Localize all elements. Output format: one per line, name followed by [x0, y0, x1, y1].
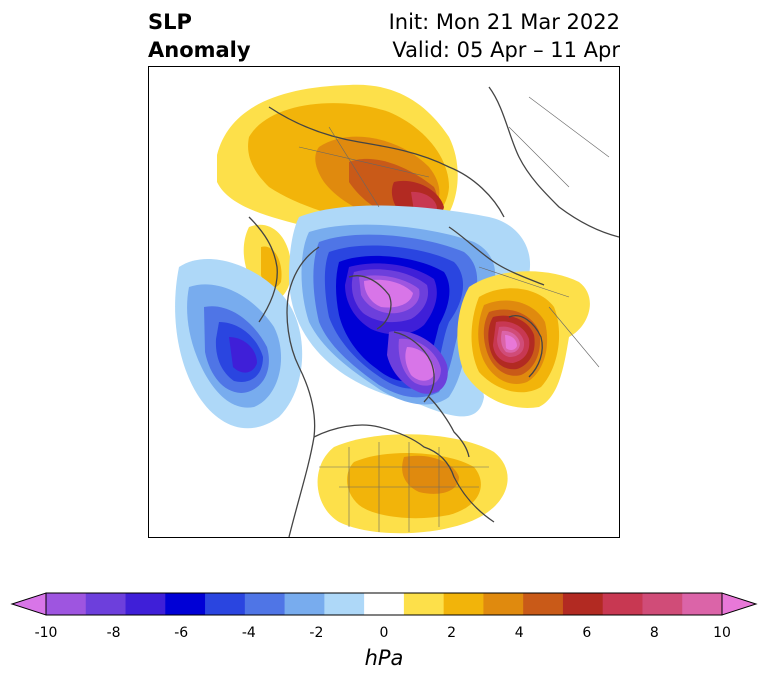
- colorbar-tick-label: -6: [174, 625, 189, 641]
- map-title: SLP Anomaly: [148, 8, 251, 64]
- colorbar-swatch: [483, 593, 524, 615]
- colorbar-swatch: [403, 593, 445, 615]
- colorbar-swatch: [85, 593, 127, 615]
- anomaly-arctic-low: [289, 205, 531, 417]
- init-date: Init: Mon 21 Mar 2022: [388, 10, 620, 34]
- colorbar-swatch: [642, 593, 683, 615]
- colorbar-swatch: [125, 593, 166, 615]
- colorbar-tick-label: 2: [447, 625, 457, 641]
- colorbar-tick-label: -8: [106, 625, 121, 641]
- colorbar-swatch: [364, 593, 405, 615]
- colorbar-swatch: [443, 593, 484, 615]
- colorbar-swatch: [682, 593, 723, 615]
- colorbar-outline: [45, 592, 723, 616]
- colorbar-tick-label: 10: [713, 625, 731, 641]
- colorbar-units: hPa: [364, 646, 404, 670]
- anomaly-russia-high: [217, 84, 458, 241]
- colorbar-swatch: [244, 593, 286, 615]
- colorbar: [10, 592, 758, 616]
- anomaly-map: [175, 84, 619, 537]
- valid-range: Valid: 05 Apr – 11 Apr: [392, 38, 620, 62]
- colorbar-swatch: [324, 593, 365, 615]
- colorbar-swatch: [46, 593, 87, 615]
- colorbar-tick-label: -2: [309, 625, 324, 641]
- colorbar-tick-label: 6: [582, 625, 592, 641]
- colorbar-swatch: [165, 593, 206, 615]
- colorbar-extend-max: [721, 592, 758, 616]
- colorbar-tick-label: 8: [649, 625, 659, 641]
- borders: [298, 96, 610, 532]
- colorbar-tick-label: 0: [379, 625, 389, 641]
- colorbar-swatch: [562, 593, 604, 615]
- colorbar-tick-label: 4: [514, 625, 524, 641]
- colorbar-swatch: [602, 593, 643, 615]
- title-variable: SLP: [148, 10, 192, 34]
- colorbar-tick-label: -10: [34, 625, 58, 641]
- colorbar-tick-label: -4: [241, 625, 256, 641]
- anomaly-eastus-high: [317, 434, 508, 534]
- anomaly-atlantic-high: [457, 271, 590, 408]
- colorbar-swatch: [205, 593, 246, 615]
- colorbar-swatch: [284, 593, 325, 615]
- title-subtitle: Anomaly: [148, 38, 251, 62]
- colorbar-swatch: [523, 593, 564, 615]
- map-panel: [148, 66, 620, 538]
- colorbar-extend-min: [10, 592, 47, 616]
- coastlines: [248, 86, 619, 537]
- forecast-info: Init: Mon 21 Mar 2022 Valid: 05 Apr – 11…: [389, 8, 620, 64]
